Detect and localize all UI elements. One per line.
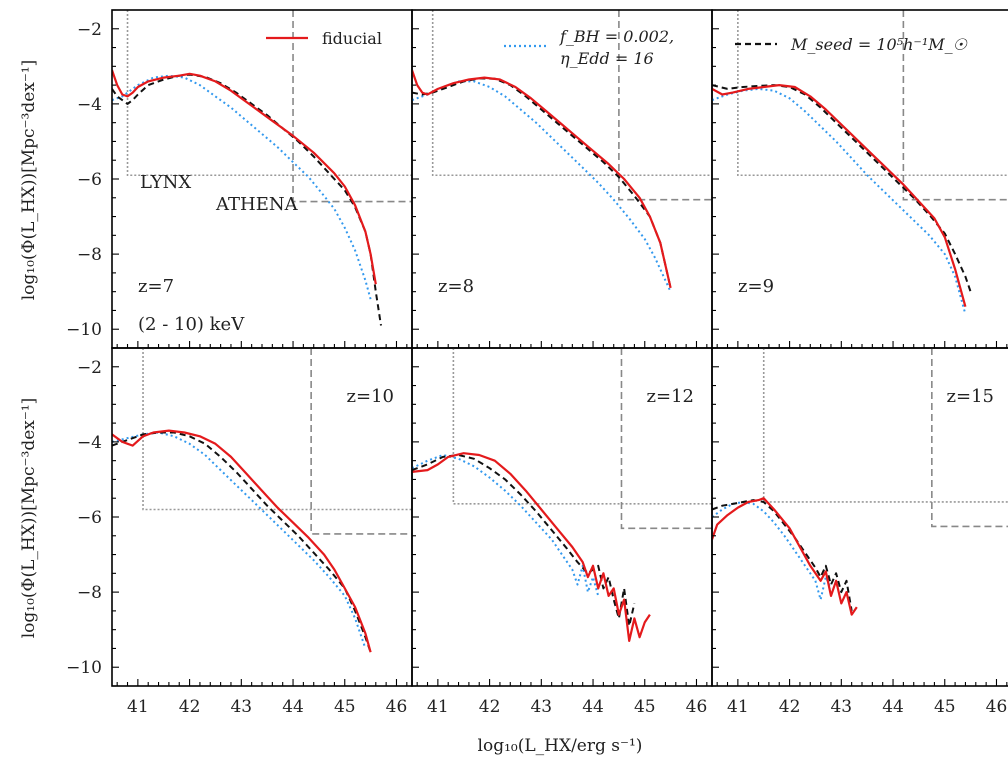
athena-limit-line	[931, 348, 1008, 528]
legend-label-fiducial: fiducial	[322, 29, 382, 48]
y-tick-label: −8	[77, 245, 102, 265]
x-axis-label: log₁₀(L_HX/erg s⁻¹)	[478, 736, 643, 756]
athena-limit-line	[620, 348, 712, 530]
x-tick-label: 45	[334, 697, 356, 717]
x-tick-label: 45	[634, 697, 656, 717]
legend-label-seed: M_seed = 10⁵h⁻¹M_☉	[790, 35, 968, 54]
y-tick-label: −2	[77, 20, 102, 40]
series-line-fiducial	[712, 497, 858, 616]
series-line-fiducial	[112, 429, 372, 653]
x-tick-label: 43	[530, 697, 552, 717]
lynx-limit-line	[737, 10, 1008, 177]
series-line-variant	[412, 454, 600, 597]
x-tick-label: 41	[427, 697, 449, 717]
panel-z-7: −2 −4 −6 −8 −10 z=7	[66, 9, 413, 349]
lynx-limit-line	[452, 348, 712, 505]
y-axis-label-top: log₁₀(Φ(L_HX))[Mpc⁻³dex⁻¹]	[19, 60, 39, 301]
series-line-variant	[712, 87, 967, 315]
series-line-fiducial	[412, 69, 672, 289]
lynx-label: LYNX	[140, 172, 191, 193]
x-tick-label: 42	[179, 697, 201, 717]
x-tick-label: 44	[882, 697, 904, 717]
series-line-fiducial	[412, 452, 651, 643]
series-line-variant	[112, 74, 372, 300]
y-tick-label: −6	[77, 508, 102, 528]
y-tick-label: −10	[66, 320, 102, 340]
series-line-fiducial	[712, 83, 967, 307]
y-tick-label: −8	[77, 583, 102, 603]
y-tick-label: −2	[77, 358, 102, 378]
athena-limit-line	[292, 10, 412, 203]
redshift-label: z=15	[947, 386, 994, 407]
y-axis-label-bottom: log₁₀(Φ(L_HX))[Mpc⁻³dex⁻¹]	[19, 398, 39, 639]
x-tick-label: 41	[727, 697, 749, 717]
x-tick-label: 46	[986, 697, 1008, 717]
x-tick-label: 46	[386, 697, 408, 717]
redshift-label: z=8	[438, 276, 474, 297]
athena-limit-line	[310, 348, 412, 535]
athena-label: ATHENA	[215, 194, 299, 215]
series-line-seed	[712, 499, 853, 612]
athena-limit-line	[902, 10, 1008, 201]
series-line-seed	[712, 84, 972, 293]
redshift-label: z=7	[138, 276, 174, 297]
x-tick-label: 45	[934, 697, 956, 717]
lynx-limit-line	[431, 10, 712, 177]
legend-label-variant-line2: η_Edd = 16	[560, 49, 654, 68]
series-line-variant	[412, 80, 672, 293]
athena-limit-line	[618, 10, 712, 201]
x-tick-label: 46	[686, 697, 708, 717]
series-line-seed	[112, 431, 372, 653]
energy-band-label: (2 - 10) keV	[138, 314, 245, 335]
series-line-seed	[412, 454, 636, 627]
x-tick-label: 44	[582, 697, 604, 717]
panel-z-9: z=9	[711, 9, 1008, 349]
lynx-limit-line	[126, 10, 412, 177]
panel-z-8: z=8	[411, 9, 713, 349]
legend-label-variant-line1: f_BH = 0.002,	[559, 27, 674, 46]
x-tick-label: 41	[127, 697, 149, 717]
panel-z-12: 41 42 43 44 45 46 z=12	[411, 347, 713, 717]
x-tick-label: 43	[230, 697, 252, 717]
series-line-seed	[412, 77, 672, 289]
redshift-label: z=9	[738, 276, 774, 297]
y-tick-label: −6	[77, 170, 102, 190]
panel-z-10: −2 −4 −6 −8 −10 41 42 43 44 45 46 z=10	[66, 347, 413, 717]
series-line-fiducial	[112, 69, 377, 285]
y-tick-label: −10	[66, 658, 102, 678]
series-line-seed	[112, 73, 382, 326]
y-tick-label: −4	[77, 95, 102, 115]
x-tick-label: 42	[479, 697, 501, 717]
redshift-label: z=12	[647, 386, 694, 407]
lynx-limit-line	[142, 348, 412, 511]
legend: fiducial f_BH = 0.002, η_Edd = 16 M_seed…	[266, 27, 968, 68]
x-tick-label: 44	[282, 697, 304, 717]
y-tick-label: −4	[77, 433, 102, 453]
panel-z-15: 41 42 43 44 45 46 z=15	[711, 347, 1008, 717]
lynx-limit-line	[762, 348, 1008, 503]
x-tick-label: 42	[779, 697, 801, 717]
redshift-label: z=10	[347, 386, 394, 407]
series-line-variant	[712, 501, 832, 601]
x-tick-label: 43	[830, 697, 852, 717]
